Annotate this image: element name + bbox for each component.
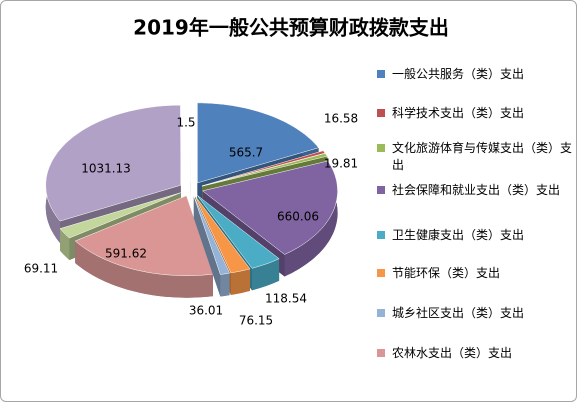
slice-top <box>45 104 182 222</box>
legend-label: 城乡社区支出（类）支出 <box>392 306 525 320</box>
data-label: 660.06 <box>277 210 319 224</box>
slice-top <box>201 150 326 187</box>
data-label: 36.01 <box>189 304 223 318</box>
data-label: 1.5 <box>176 116 195 130</box>
legend-item: 一般公共服务（类）支出 <box>377 66 572 83</box>
slice-side <box>60 228 70 260</box>
legend-swatch <box>377 109 385 117</box>
data-label: 118.54 <box>265 292 307 306</box>
data-label: 16.58 <box>324 112 358 126</box>
legend-swatch <box>377 349 385 357</box>
legend-label: 卫生健康支出（类）支出 <box>392 228 525 242</box>
legend-item: 城乡社区支出（类）支出 <box>377 305 572 322</box>
legend-label: 文化旅游体育与传媒支出（类）支出 <box>392 141 573 172</box>
slice-side <box>252 258 280 291</box>
data-label: 69.11 <box>24 262 58 276</box>
slice-side <box>230 268 250 295</box>
legend-item: 卫生健康支出（类）支出 <box>377 227 572 244</box>
slice-side <box>75 241 213 298</box>
data-label: 565.7 <box>229 146 263 160</box>
legend-swatch <box>377 269 385 277</box>
legend-label: 一般公共服务（类）支出 <box>392 67 525 81</box>
slice-top <box>202 160 338 255</box>
slice-top <box>197 102 320 184</box>
data-label: 19.81 <box>324 157 358 171</box>
slice <box>193 195 230 297</box>
slice-top <box>74 195 214 276</box>
legend-swatch <box>377 231 385 239</box>
slice-top <box>193 195 230 275</box>
slice-top <box>59 192 181 239</box>
legend-item: 农林水支出（类）支出 <box>377 345 572 362</box>
legend-item: 节能环保（类）支出 <box>377 265 572 282</box>
data-label: 591.62 <box>105 247 147 261</box>
legend-swatch <box>377 309 385 317</box>
data-label: 76.15 <box>239 314 273 328</box>
legend-item: 科学技术支出（类）支出 <box>377 105 572 122</box>
legend-item: 文化旅游体育与传媒支出（类）支出 <box>377 140 572 174</box>
data-label: 1031.13 <box>81 162 131 176</box>
slice-side <box>220 273 230 297</box>
legend-label: 节能环保（类）支出 <box>392 266 501 280</box>
legend-swatch <box>377 144 385 152</box>
slice <box>74 195 214 298</box>
slice-top <box>201 153 328 187</box>
legend-label: 科学技术支出（类）支出 <box>392 106 525 120</box>
legend-swatch <box>377 70 385 78</box>
legend-swatch <box>377 186 385 194</box>
slice-top <box>194 195 251 274</box>
slice-wall <box>193 196 221 297</box>
legend-label: 农林水支出（类）支出 <box>392 346 513 360</box>
slice-top <box>196 195 280 269</box>
chart-title: 2019年一般公共预算财政拨款支出 <box>133 16 449 40</box>
legend-item: 社会保障和就业支出（类）支出 <box>377 182 572 199</box>
legend-label: 社会保障和就业支出（类）支出 <box>392 183 561 197</box>
